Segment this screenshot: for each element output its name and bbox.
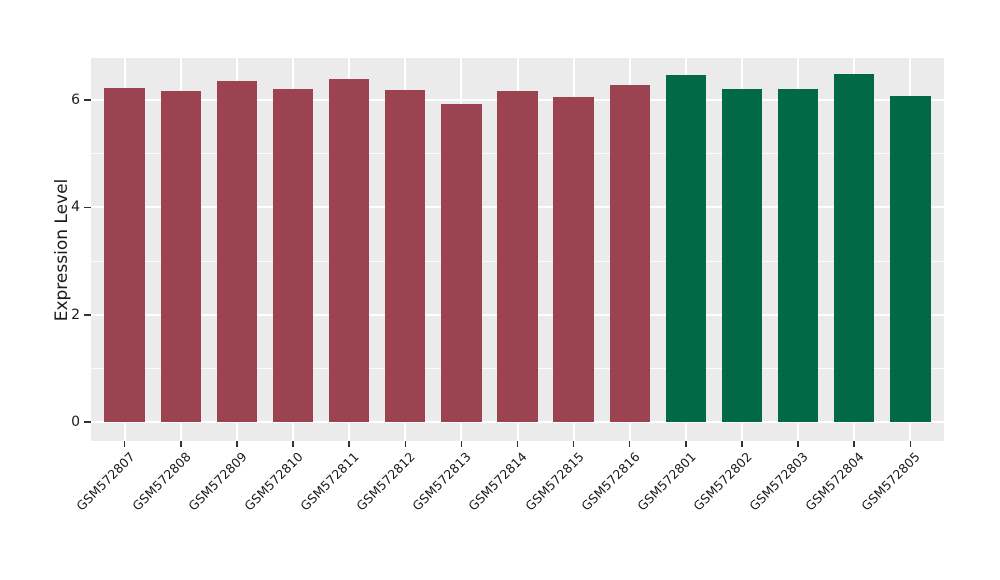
bar-GSM572816 bbox=[609, 84, 650, 423]
x-axis-tick bbox=[348, 441, 350, 447]
x-axis-tick bbox=[236, 441, 238, 447]
bar-GSM572801 bbox=[665, 75, 707, 423]
bar-GSM572813 bbox=[441, 104, 482, 423]
bar-GSM572809 bbox=[216, 80, 258, 423]
x-tick-label-GSM572808: GSM572808 bbox=[128, 449, 194, 514]
x-axis-tick bbox=[628, 441, 631, 447]
x-axis-tick bbox=[460, 441, 463, 447]
x-axis-tick bbox=[123, 441, 126, 447]
x-tick-label-GSM572807: GSM572807 bbox=[72, 449, 138, 514]
x-axis-tick bbox=[404, 441, 406, 447]
x-axis-tick bbox=[292, 441, 294, 447]
x-tick-label-GSM572814: GSM572814 bbox=[465, 449, 531, 514]
x-axis-tick bbox=[180, 441, 182, 447]
x-axis-tick bbox=[853, 441, 855, 447]
x-tick-label-GSM572810: GSM572810 bbox=[241, 449, 306, 514]
x-tick-label-GSM572802: GSM572802 bbox=[690, 449, 755, 514]
y-axis-tick bbox=[84, 314, 91, 316]
x-tick-label-GSM572804: GSM572804 bbox=[802, 449, 867, 514]
bar-GSM572810 bbox=[272, 88, 314, 423]
bar-GSM572808 bbox=[160, 90, 201, 423]
y-tick-label: 2 bbox=[71, 306, 80, 323]
x-axis-tick bbox=[741, 441, 743, 447]
y-axis-tick bbox=[84, 206, 91, 209]
bar-GSM572803 bbox=[777, 88, 819, 423]
bar-GSM572802 bbox=[721, 89, 763, 423]
x-tick-label-GSM572813: GSM572813 bbox=[409, 449, 474, 514]
x-axis-tick bbox=[685, 441, 687, 447]
y-tick-label: 4 bbox=[71, 199, 80, 216]
x-tick-label-GSM572805: GSM572805 bbox=[858, 449, 923, 514]
x-axis-tick bbox=[909, 441, 912, 447]
bar-GSM572807 bbox=[104, 88, 145, 423]
x-tick-label-GSM572801: GSM572801 bbox=[634, 449, 699, 514]
bar-GSM572804 bbox=[834, 74, 875, 423]
chart-panel bbox=[91, 58, 944, 441]
y-tick-label: 6 bbox=[71, 91, 80, 108]
bar-GSM572814 bbox=[497, 90, 538, 423]
x-tick-label-GSM572812: GSM572812 bbox=[353, 449, 418, 514]
x-tick-label-GSM572803: GSM572803 bbox=[746, 449, 811, 514]
x-tick-label-GSM572815: GSM572815 bbox=[521, 449, 587, 514]
bar-GSM572812 bbox=[385, 89, 426, 423]
y-axis-tick bbox=[84, 421, 91, 423]
y-axis-tick bbox=[84, 99, 91, 101]
x-tick-label-GSM572811: GSM572811 bbox=[297, 449, 362, 514]
bar-GSM572815 bbox=[553, 96, 594, 423]
bar-GSM572811 bbox=[328, 78, 370, 423]
x-tick-label-GSM572816: GSM572816 bbox=[577, 449, 643, 514]
x-axis-tick bbox=[797, 441, 799, 447]
x-axis-tick bbox=[572, 441, 575, 447]
x-tick-label-GSM572809: GSM572809 bbox=[185, 449, 250, 514]
x-axis-tick bbox=[516, 441, 519, 447]
bar-GSM572805 bbox=[890, 95, 931, 423]
y-tick-label: 0 bbox=[71, 414, 80, 431]
